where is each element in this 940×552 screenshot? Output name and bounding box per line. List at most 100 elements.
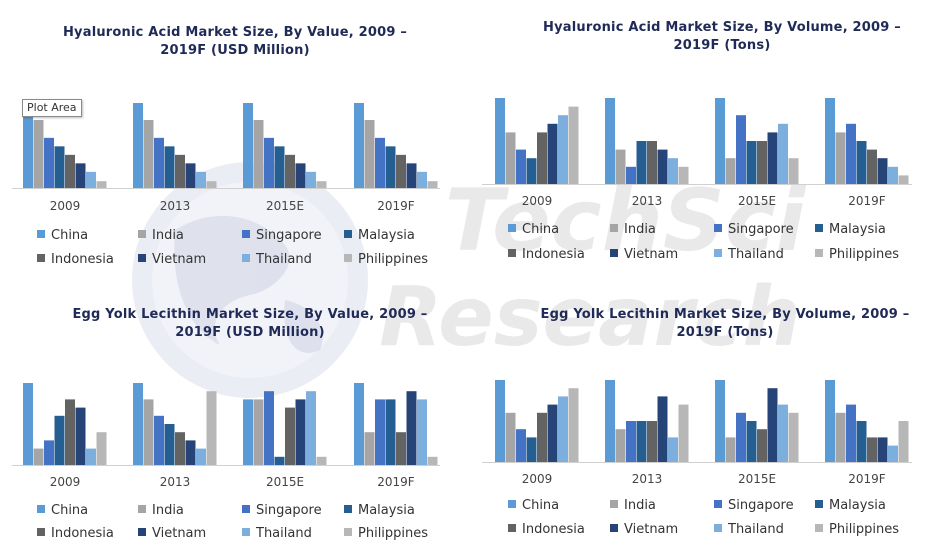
bar-malaysia-2009[interactable] bbox=[54, 146, 65, 188]
bar-india-2015e[interactable] bbox=[725, 158, 736, 184]
bar-china-2009[interactable] bbox=[23, 103, 33, 188]
bar-vietnam-2019f[interactable] bbox=[877, 158, 888, 184]
bar-vietnam-2019f[interactable] bbox=[406, 163, 417, 188]
bar-vietnam-2013[interactable] bbox=[657, 396, 668, 462]
legend-item-vietnam[interactable]: Vietnam bbox=[138, 526, 206, 542]
bar-malaysia-2009[interactable] bbox=[526, 158, 537, 184]
bar-china-2013[interactable] bbox=[133, 383, 143, 465]
bar-malaysia-2019f[interactable] bbox=[856, 421, 867, 462]
bar-singapore-2013[interactable] bbox=[154, 137, 164, 188]
bar-philippines-2015e[interactable] bbox=[316, 181, 327, 188]
bar-india-2009[interactable] bbox=[505, 412, 516, 462]
legend-item-thailand[interactable]: Thailand bbox=[714, 522, 784, 538]
bar-china-2019f[interactable] bbox=[825, 98, 835, 184]
legend-item-vietnam[interactable]: Vietnam bbox=[610, 522, 678, 538]
bar-philippines-2019f[interactable] bbox=[898, 421, 909, 462]
bar-philippines-2013[interactable] bbox=[678, 404, 689, 462]
bar-indonesia-2009[interactable] bbox=[65, 154, 75, 188]
bar-malaysia-2013[interactable] bbox=[164, 146, 175, 188]
bar-vietnam-2013[interactable] bbox=[657, 149, 668, 184]
bar-indonesia-2015e[interactable] bbox=[285, 154, 295, 188]
bar-singapore-2015e[interactable] bbox=[264, 137, 274, 188]
bar-india-2009[interactable] bbox=[33, 448, 44, 465]
bar-singapore-2015e[interactable] bbox=[264, 391, 274, 465]
bar-singapore-2019f[interactable] bbox=[375, 399, 385, 465]
bar-philippines-2009[interactable] bbox=[96, 181, 107, 188]
bar-malaysia-2019f[interactable] bbox=[856, 141, 867, 184]
bar-india-2009[interactable] bbox=[505, 132, 516, 184]
bar-singapore-2013[interactable] bbox=[626, 166, 636, 184]
bar-china-2019f[interactable] bbox=[825, 380, 835, 462]
bar-malaysia-2015e[interactable] bbox=[746, 421, 757, 462]
legend-item-india[interactable]: India bbox=[610, 498, 656, 514]
legend-item-china[interactable]: China bbox=[37, 503, 88, 519]
bar-thailand-2015e[interactable] bbox=[778, 404, 788, 462]
bar-india-2009[interactable] bbox=[33, 120, 44, 188]
bar-india-2013[interactable] bbox=[615, 149, 626, 184]
bar-singapore-2009[interactable] bbox=[44, 137, 54, 188]
bar-philippines-2019f[interactable] bbox=[427, 456, 438, 465]
bar-singapore-2013[interactable] bbox=[626, 421, 636, 462]
bar-philippines-2015e[interactable] bbox=[788, 158, 799, 184]
legend-item-china[interactable]: China bbox=[37, 228, 88, 244]
bar-singapore-2015e[interactable] bbox=[736, 115, 746, 184]
bar-singapore-2019f[interactable] bbox=[375, 137, 385, 188]
plot-area[interactable]: 2009 2013 2015E 2019F bbox=[470, 0, 940, 276]
bar-indonesia-2013[interactable] bbox=[175, 154, 185, 188]
bar-china-2019f[interactable] bbox=[354, 383, 364, 465]
bar-thailand-2019f[interactable] bbox=[888, 166, 898, 184]
legend-item-malaysia[interactable]: Malaysia bbox=[344, 503, 415, 519]
bar-india-2019f[interactable] bbox=[835, 132, 846, 184]
bar-indonesia-2015e[interactable] bbox=[757, 429, 767, 462]
bar-vietnam-2009[interactable] bbox=[547, 404, 558, 462]
legend-item-singapore[interactable]: Singapore bbox=[714, 222, 794, 238]
bar-thailand-2009[interactable] bbox=[86, 171, 96, 188]
bar-malaysia-2015e[interactable] bbox=[746, 141, 757, 184]
bar-singapore-2013[interactable] bbox=[154, 415, 164, 465]
bar-china-2015e[interactable] bbox=[715, 380, 725, 462]
bar-philippines-2015e[interactable] bbox=[788, 412, 799, 462]
bar-thailand-2009[interactable] bbox=[558, 396, 568, 462]
bar-vietnam-2013[interactable] bbox=[185, 163, 196, 188]
legend-item-thailand[interactable]: Thailand bbox=[714, 247, 784, 263]
bar-vietnam-2015e[interactable] bbox=[767, 388, 778, 462]
bar-india-2013[interactable] bbox=[615, 429, 626, 462]
bar-china-2015e[interactable] bbox=[243, 103, 253, 188]
bar-thailand-2013[interactable] bbox=[196, 448, 206, 465]
bar-china-2013[interactable] bbox=[133, 103, 143, 188]
bar-thailand-2019f[interactable] bbox=[888, 445, 898, 462]
bar-philippines-2013[interactable] bbox=[206, 391, 217, 465]
bar-indonesia-2015e[interactable] bbox=[757, 141, 767, 184]
bar-philippines-2009[interactable] bbox=[96, 432, 107, 465]
bar-thailand-2019f[interactable] bbox=[417, 171, 427, 188]
bar-india-2015e[interactable] bbox=[725, 437, 736, 462]
bar-thailand-2013[interactable] bbox=[196, 171, 206, 188]
legend-item-india[interactable]: India bbox=[138, 503, 184, 519]
bar-indonesia-2019f[interactable] bbox=[396, 432, 406, 465]
plot-area[interactable]: 2009 2013 2015E 2019F bbox=[0, 0, 470, 276]
bar-india-2013[interactable] bbox=[143, 120, 154, 188]
bar-india-2015e[interactable] bbox=[253, 399, 264, 465]
bar-singapore-2009[interactable] bbox=[516, 429, 526, 462]
bar-philippines-2019f[interactable] bbox=[898, 175, 909, 184]
bar-india-2019f[interactable] bbox=[364, 120, 375, 188]
bar-vietnam-2015e[interactable] bbox=[295, 163, 306, 188]
bar-india-2015e[interactable] bbox=[253, 120, 264, 188]
legend-item-thailand[interactable]: Thailand bbox=[242, 526, 312, 542]
bar-indonesia-2009[interactable] bbox=[65, 399, 75, 465]
plot-area[interactable]: 2009 2013 2015E 2019F bbox=[0, 276, 470, 552]
bar-china-2019f[interactable] bbox=[354, 103, 364, 188]
bar-thailand-2013[interactable] bbox=[668, 437, 678, 462]
bar-vietnam-2019f[interactable] bbox=[877, 437, 888, 462]
bar-indonesia-2019f[interactable] bbox=[867, 437, 877, 462]
bar-china-2013[interactable] bbox=[605, 98, 615, 184]
bar-thailand-2009[interactable] bbox=[86, 448, 96, 465]
bar-indonesia-2013[interactable] bbox=[175, 432, 185, 465]
bar-singapore-2019f[interactable] bbox=[846, 404, 856, 462]
bar-singapore-2015e[interactable] bbox=[736, 412, 746, 462]
bar-indonesia-2009[interactable] bbox=[537, 132, 547, 184]
bar-indonesia-2013[interactable] bbox=[647, 141, 657, 184]
bar-malaysia-2015e[interactable] bbox=[274, 146, 285, 188]
legend-item-india[interactable]: India bbox=[610, 222, 656, 238]
legend-item-vietnam[interactable]: Vietnam bbox=[138, 252, 206, 268]
